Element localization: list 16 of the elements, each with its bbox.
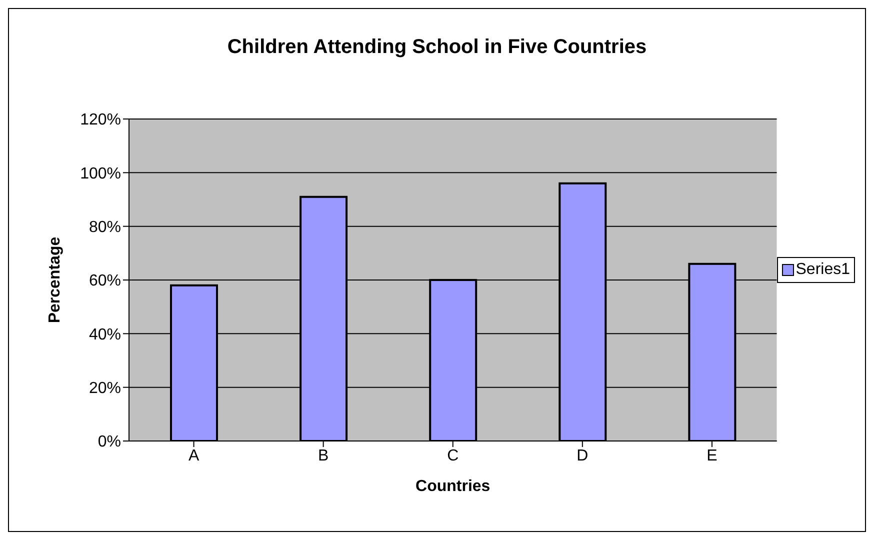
x-tick-label: C [447, 447, 459, 464]
x-axis-title: Countries [416, 478, 490, 495]
y-axis-title: Percentage [46, 236, 64, 324]
y-tick-label: 20% [88, 380, 121, 398]
y-tick-label: 40% [88, 326, 121, 344]
x-tick-label: B [318, 447, 329, 464]
legend-label: Series1 [796, 261, 850, 279]
y-tick-label: 60% [88, 272, 121, 290]
chart-title: Children Attending School in Five Countries [226, 36, 648, 59]
y-tick-label: 0% [98, 434, 121, 451]
x-tick-label: A [188, 447, 200, 464]
x-tick-label: E [706, 447, 718, 464]
y-tick-label: 80% [88, 219, 121, 236]
y-tick-label: 120% [80, 112, 121, 129]
x-tick-label: D [576, 447, 588, 464]
y-tick-label: 100% [80, 165, 121, 182]
